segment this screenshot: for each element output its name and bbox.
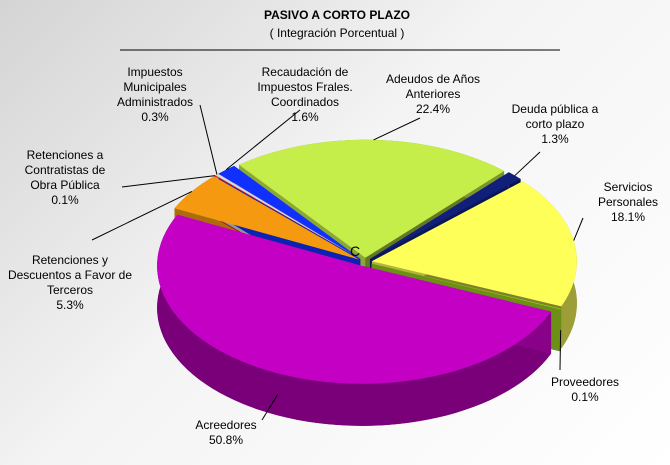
slice [214, 175, 361, 260]
leader-line [121, 175, 216, 188]
slice [174, 176, 360, 260]
leader-line [573, 217, 584, 241]
leaders [91, 104, 584, 421]
slice-value: 0.1% [571, 390, 599, 404]
leader-line [373, 117, 421, 141]
leader-line [225, 109, 301, 170]
slice-name: Recaudación de Impuestos Frales. Coordin… [257, 65, 353, 109]
slice-name: Retenciones a Contratistas de Obra Públi… [24, 148, 106, 192]
slice [369, 172, 521, 260]
slice-value: 5.3% [56, 298, 84, 312]
chart-title: PASIVO A CORTO PLAZO [264, 8, 410, 22]
slice-name: Adeudos de Años Anteriores [385, 72, 481, 101]
slice-label: Servicios Personales 18.1% [583, 180, 670, 225]
slice-value: 1.6% [291, 110, 319, 124]
slice-label: Impuestos Municipales Administrados 0.3% [100, 65, 210, 125]
slice-wall [157, 214, 552, 426]
slice [371, 181, 577, 307]
slice-name: Deuda pública a corto plazo [511, 102, 599, 131]
slice-label: Recaudación de Impuestos Frales. Coordin… [245, 65, 365, 125]
slice-label: Proveedores 0.1% [535, 375, 635, 405]
slice [239, 139, 505, 258]
slice-label: Deuda pública a corto plazo 1.3% [500, 102, 610, 147]
slice-label: Adeudos de Años Anteriores 22.4% [368, 72, 498, 117]
slice-label: Retenciones a Contratistas de Obra Públi… [10, 148, 120, 208]
leader-line [199, 104, 218, 175]
slice-label: Retenciones y Descuentos a Favor de Terc… [0, 253, 140, 313]
slice [215, 173, 361, 259]
chart-subtitle: ( Integración Porcentual ) [270, 26, 405, 40]
leader-line [91, 191, 193, 241]
slice-value: 18.1% [610, 210, 646, 224]
slice-value: 1.3% [541, 132, 569, 146]
slice-value: 22.4% [415, 102, 451, 116]
leader-line [261, 394, 279, 421]
slice-name: Impuestos Municipales Administrados [116, 65, 194, 109]
slice-name: Retenciones y Descuentos a Favor de Terc… [7, 253, 133, 297]
slice-value: 0.1% [51, 193, 79, 207]
slice [371, 263, 561, 310]
slice-value: 50.8% [208, 433, 244, 447]
slice-name: Servicios Personales [597, 180, 659, 209]
annotation: C [350, 243, 360, 259]
leader-line [559, 330, 562, 371]
slice-value: 0.3% [141, 110, 169, 124]
pie [157, 139, 577, 426]
leader-line [514, 151, 541, 176]
slice-label: Acreedores 50.8% [176, 418, 276, 448]
slice-name: Proveedores [550, 375, 620, 389]
slice [218, 165, 361, 259]
slice [157, 214, 552, 384]
slice-name: Acreedores [195, 418, 257, 432]
